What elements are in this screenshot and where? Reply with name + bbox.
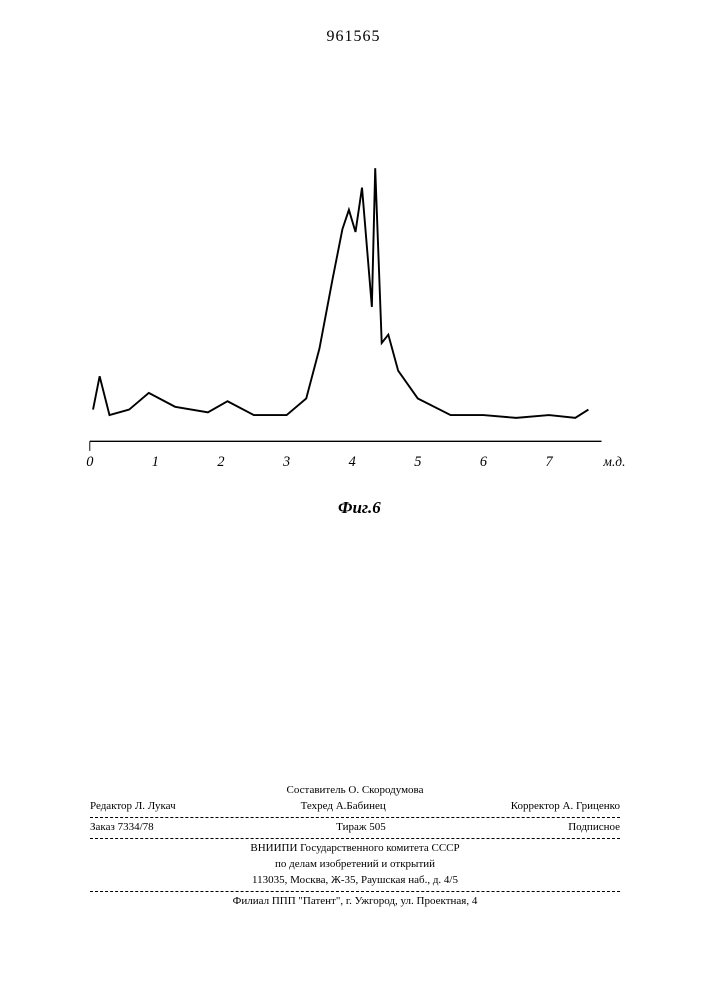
tick-label: 5 [414,454,421,470]
chart-svg: 7 6 5 4 3 2 1 0 м.д. [85,125,635,485]
techred-label: Техред [301,800,333,812]
compiler-label: Составитель [287,784,346,796]
editor-name: Л. Лукач [135,800,176,812]
address1: 113035, Москва, Ж-35, Раушская наб., д. … [90,873,620,889]
axis-unit: м.д. [602,454,625,469]
divider [90,817,620,818]
spectrum-line [93,168,588,418]
editor-label: Редактор [90,800,132,812]
tick-label: 4 [349,454,356,470]
figure-label: Фиг.6 [338,498,381,518]
tick-label: 7 [545,454,553,470]
order-num: 7334/78 [118,821,154,833]
footer-block: Составитель О. Скородумова Редактор Л. Л… [90,783,620,910]
compiler-line: Составитель О. Скородумова [90,783,620,799]
tick-label: 6 [480,454,488,470]
techred-name: А.Бабинец [336,800,386,812]
tick-label: 0 [86,454,93,470]
corrector-name: А. Гриценко [563,800,620,812]
tirage-label: Тираж [336,821,366,833]
order-label: Заказ [90,821,115,833]
tick-label: 2 [217,454,224,470]
order-line: Заказ 7334/78 Тираж 505 Подписное [90,820,620,836]
compiler-name: О. Скородумова [348,784,423,796]
branch: Филиал ППП "Патент", г. Ужгород, ул. Про… [90,894,620,910]
credits-line: Редактор Л. Лукач Техред А.Бабинец Корре… [90,799,620,815]
tirage-num: 505 [369,821,386,833]
divider [90,838,620,839]
subscription: Подписное [568,820,620,836]
nmr-spectrum-chart: 7 6 5 4 3 2 1 0 м.д. [85,125,635,485]
divider [90,891,620,892]
org1: ВНИИПИ Государственного комитета СССР [90,841,620,857]
org2: по делам изобретений и открытий [90,857,620,873]
corrector-label: Корректор [511,800,560,812]
page-number: 961565 [327,28,381,46]
tick-label: 3 [282,454,290,470]
tick-label: 1 [152,454,159,470]
